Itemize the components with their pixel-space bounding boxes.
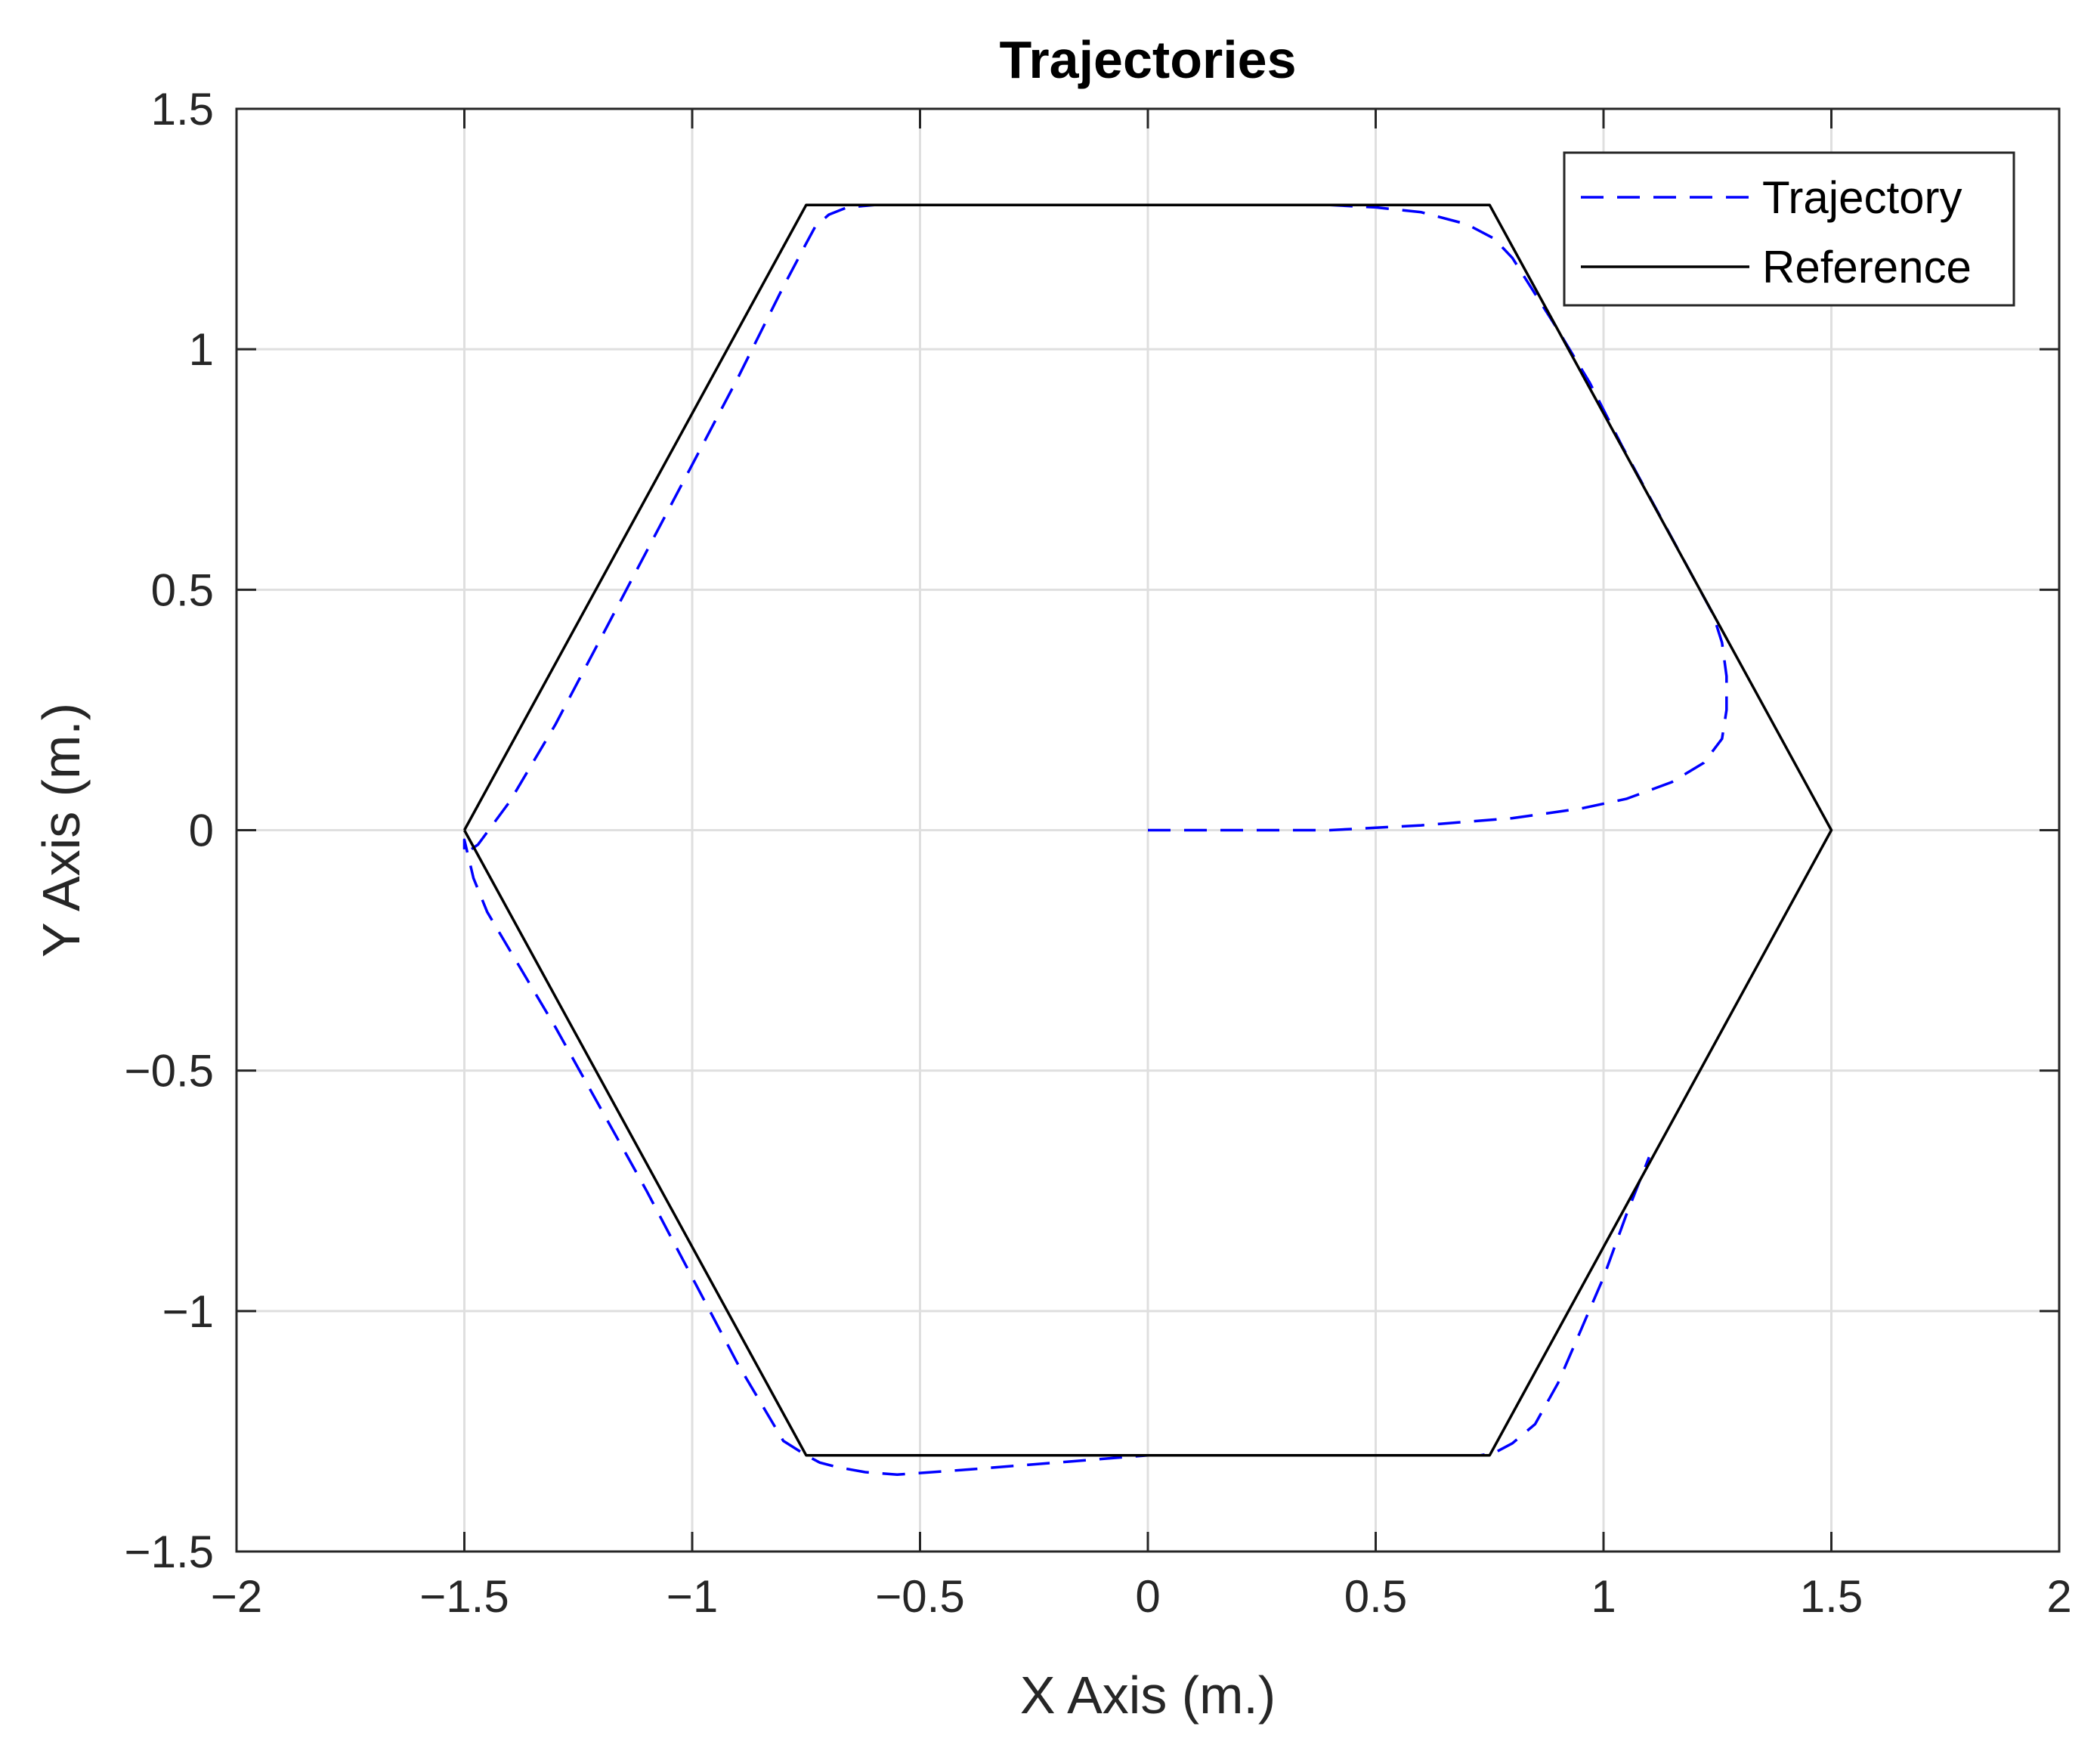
series-line-trajectory bbox=[462, 203, 1728, 1476]
legend-box bbox=[1563, 151, 2015, 307]
chart-title: Trajectories bbox=[1000, 30, 1297, 89]
x-tick-label: −2 bbox=[211, 1571, 262, 1622]
y-tick-label: −1 bbox=[162, 1286, 214, 1337]
x-tick-label: 0 bbox=[1135, 1571, 1160, 1622]
y-tick-label: −1.5 bbox=[125, 1527, 214, 1577]
y-axis-label: Y Axis (m.) bbox=[32, 703, 91, 958]
legend-label-trajectory: Trajectory bbox=[1762, 172, 1962, 223]
legend: Trajectory Reference bbox=[1563, 151, 2015, 307]
y-tick-labels: −1.5 −1 −0.5 0 0.5 1 1.5 bbox=[125, 84, 214, 1577]
tick-marks bbox=[235, 107, 2061, 1553]
x-tick-label: 1 bbox=[1591, 1571, 1616, 1622]
y-tick-label: 0.5 bbox=[151, 565, 214, 615]
x-tick-label: 1.5 bbox=[1800, 1571, 1863, 1622]
plot-series bbox=[462, 203, 1833, 1476]
legend-label-reference: Reference bbox=[1762, 242, 1972, 292]
x-tick-label: −0.5 bbox=[875, 1571, 964, 1622]
x-tick-labels: −2 −1.5 −1 −0.5 0 0.5 1 1.5 2 bbox=[211, 1571, 2072, 1622]
series-line-reference bbox=[462, 203, 1833, 1457]
x-axis-label: X Axis (m.) bbox=[1020, 1666, 1276, 1725]
y-tick-label: 1.5 bbox=[151, 84, 214, 135]
y-tick-label: −0.5 bbox=[125, 1046, 214, 1097]
x-tick-label: 2 bbox=[2046, 1571, 2071, 1622]
x-tick-label: −1 bbox=[666, 1571, 718, 1622]
y-tick-label: 1 bbox=[189, 324, 214, 375]
x-tick-label: 0.5 bbox=[1344, 1571, 1407, 1622]
y-tick-label: 0 bbox=[189, 806, 214, 856]
x-tick-label: −1.5 bbox=[419, 1571, 509, 1622]
